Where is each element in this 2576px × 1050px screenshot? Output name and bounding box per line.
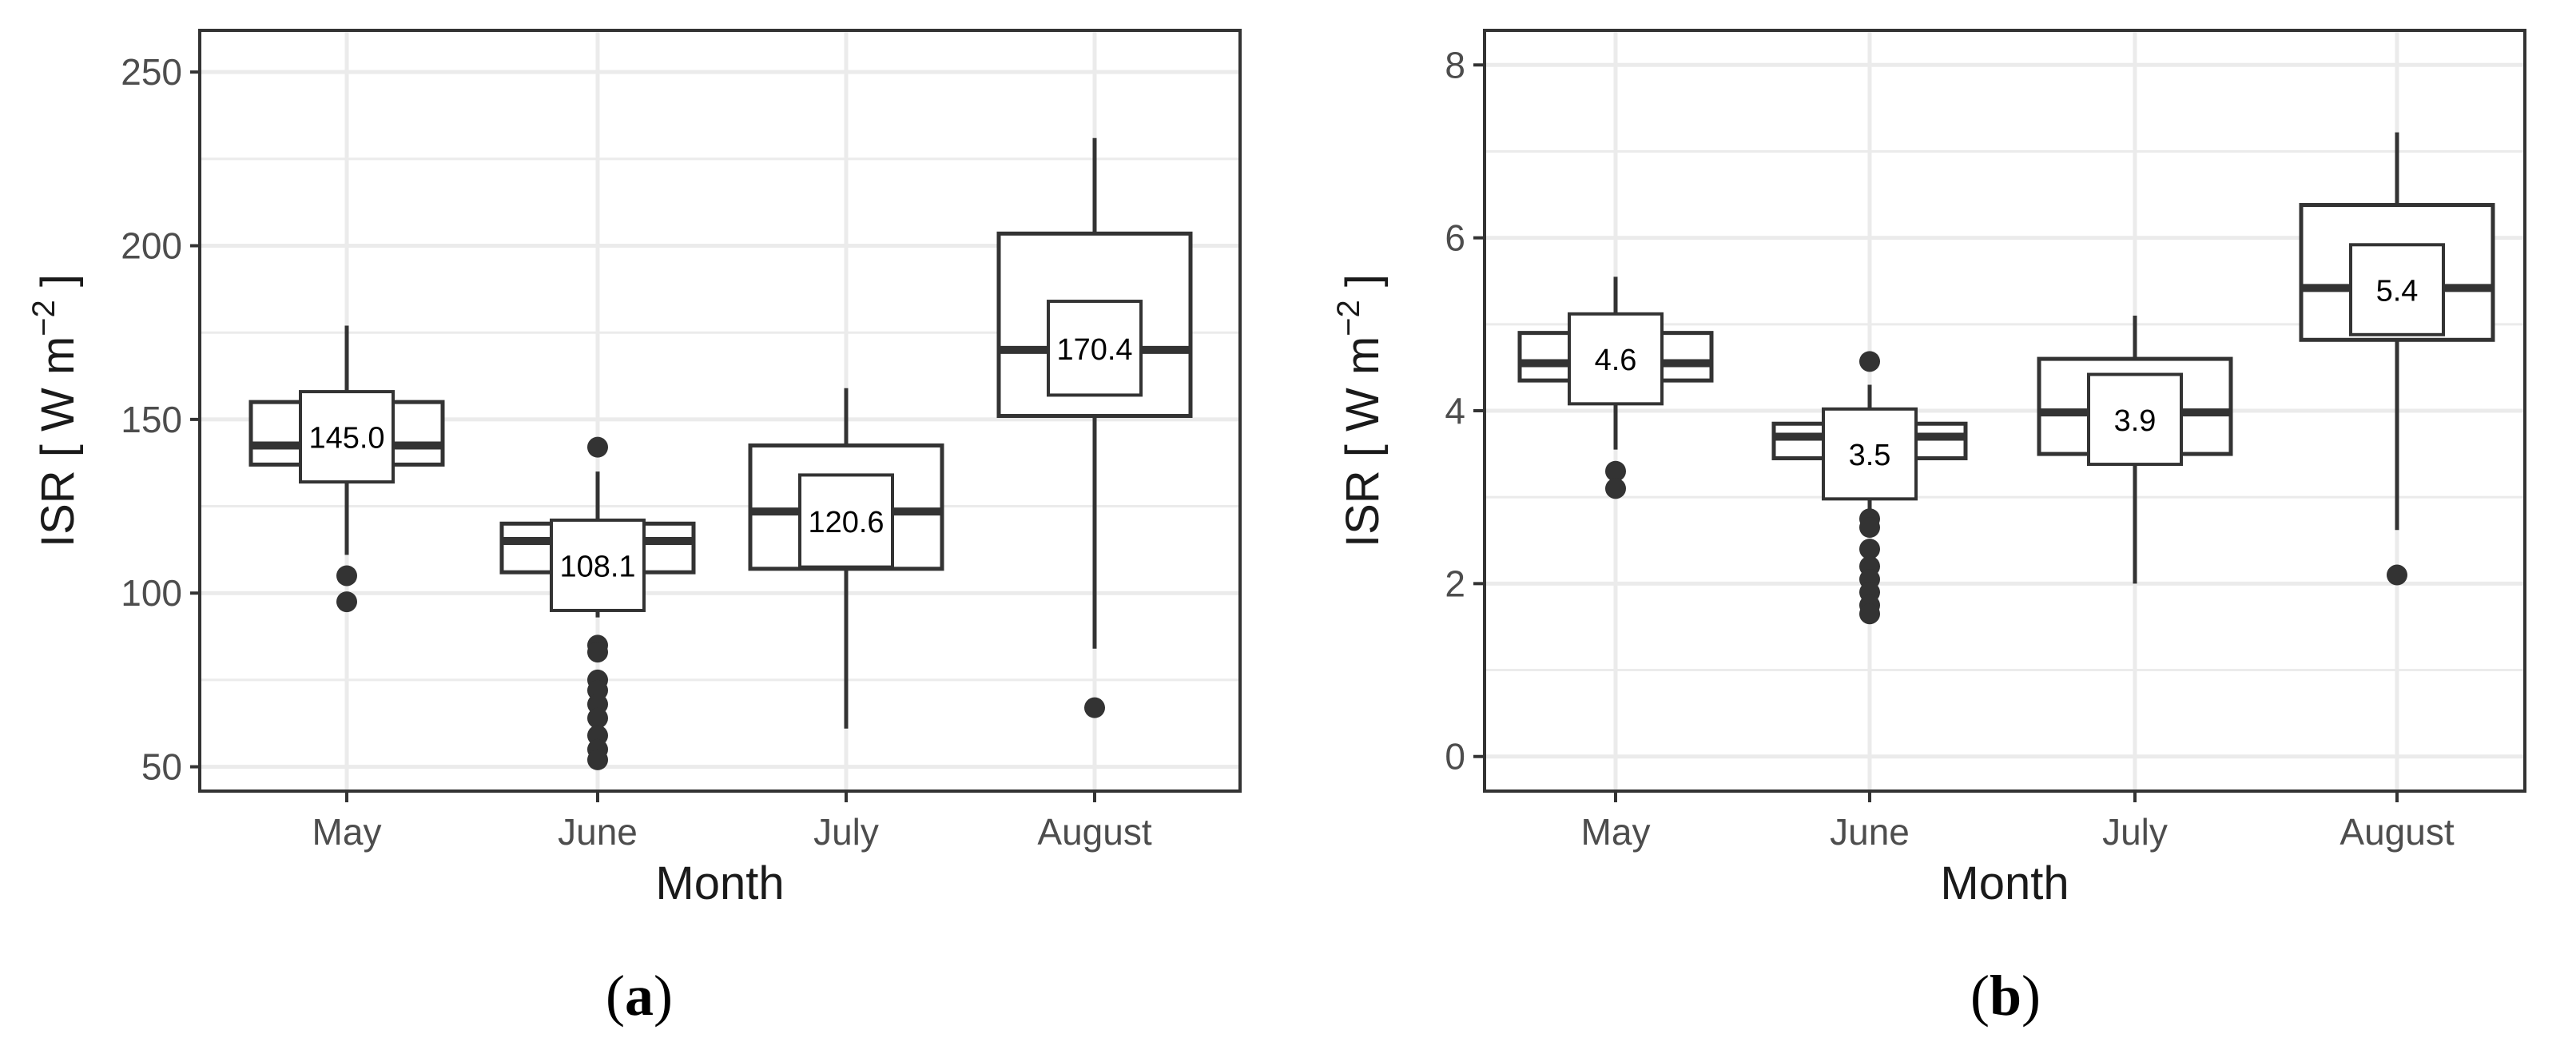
outlier-point xyxy=(1605,478,1626,499)
panel-border xyxy=(198,29,1242,793)
x-tick-label: August xyxy=(1037,811,1151,853)
x-tick-label: June xyxy=(558,811,638,853)
y-tick-label: 8 xyxy=(1445,44,1465,86)
mean-label: 4.6 xyxy=(1595,344,1637,377)
mean-label-box xyxy=(1047,300,1143,397)
mean-label-box xyxy=(550,518,646,612)
outlier-point xyxy=(1859,539,1880,560)
mean-label: 170.4 xyxy=(1056,333,1132,367)
panel-border xyxy=(1483,29,2526,793)
outlier-point xyxy=(2387,564,2407,586)
box-august xyxy=(996,137,1193,718)
y-tick-label: 100 xyxy=(121,572,182,614)
outlier-point xyxy=(587,436,608,458)
mean-label-box xyxy=(1568,312,1664,406)
x-axis-title: Month xyxy=(655,857,784,909)
mean-label: 108.1 xyxy=(559,550,635,583)
y-tick-label: 50 xyxy=(141,746,182,788)
y-tick-label: 4 xyxy=(1445,390,1465,432)
y-tick-label: 0 xyxy=(1445,736,1465,778)
outlier-point xyxy=(587,707,608,729)
mean-label: 145.0 xyxy=(308,422,384,455)
mean-label-box xyxy=(798,473,894,569)
y-tick-label: 2 xyxy=(1445,563,1465,604)
y-tick-label: 250 xyxy=(121,51,182,93)
chart-panel-b: 0 2 4 6 8 May June July August 4.6 3.5 3.9 5.4 ISR [ … xyxy=(1331,29,2526,1028)
outlier-point xyxy=(587,642,608,663)
x-tick-label: May xyxy=(312,811,382,853)
outlier-point xyxy=(1605,460,1626,482)
outlier-point xyxy=(336,565,357,587)
mean-label: 120.6 xyxy=(808,506,884,539)
mean-label-box xyxy=(2087,372,2183,467)
x-tick-label: July xyxy=(813,811,879,853)
box-august xyxy=(2299,132,2495,586)
x-tick-label: May xyxy=(1581,811,1651,853)
y-tick-label: 6 xyxy=(1445,217,1465,259)
x-axis-title: Month xyxy=(1940,857,2069,909)
outlier-point xyxy=(587,749,608,770)
x-tick-label: August xyxy=(2339,811,2454,853)
mean-label-box xyxy=(1822,407,1918,501)
outlier-point xyxy=(1859,603,1880,625)
outlier-point xyxy=(1859,351,1880,372)
mean-label: 3.5 xyxy=(1849,439,1891,472)
y-tick-label: 200 xyxy=(121,225,182,267)
y-tick-label: 150 xyxy=(121,399,182,440)
outlier-point xyxy=(1859,517,1880,539)
chart-panel-a: 50 100 150 200 250 May June July August 145.0 108.… xyxy=(26,29,1242,1028)
mean-label-box xyxy=(299,390,395,484)
x-tick-label: July xyxy=(2102,811,2168,853)
panel-label: (b) xyxy=(1970,964,2041,1028)
mean-label: 3.9 xyxy=(2114,404,2157,438)
mean-label-box xyxy=(2349,243,2445,336)
y-axis-title: ISR [ W m−2 ] xyxy=(26,274,84,547)
mean-label: 5.4 xyxy=(2376,275,2419,308)
outlier-point xyxy=(1084,697,1105,718)
x-tick-label: June xyxy=(1830,811,1910,853)
box-june xyxy=(1771,351,1968,625)
outlier-point xyxy=(336,591,357,613)
panel-label: (a) xyxy=(606,964,673,1028)
y-axis-title: ISR [ W m−2 ] xyxy=(1331,274,1389,547)
